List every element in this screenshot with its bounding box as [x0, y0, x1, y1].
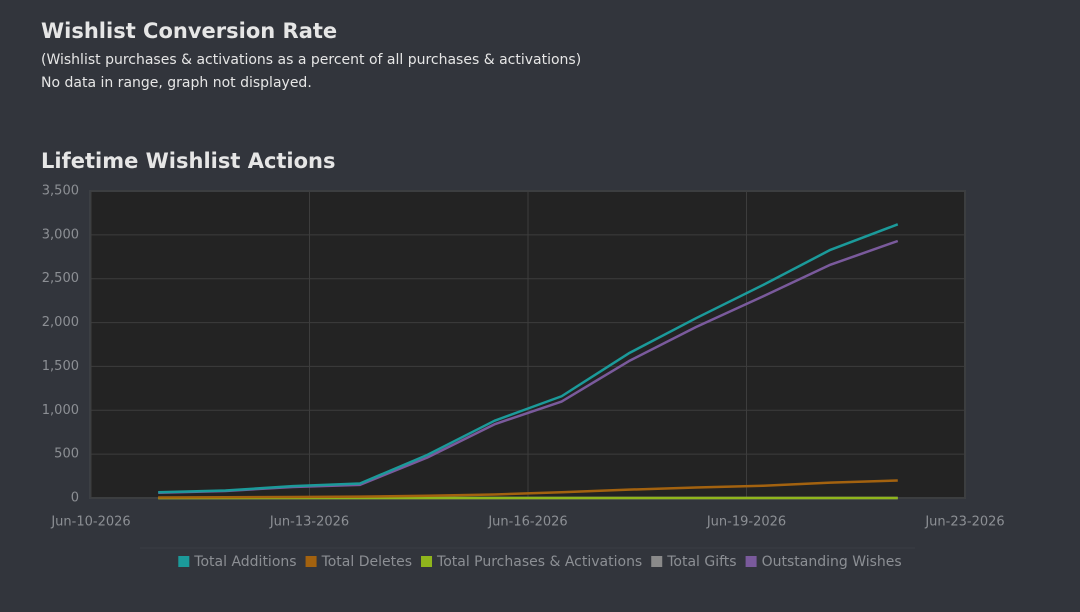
y-tick-label: 3,000	[42, 227, 79, 242]
y-tick-label: 2,000	[42, 315, 79, 330]
section-note: No data in range, graph not displayed.	[41, 75, 312, 91]
legend-swatch	[421, 556, 433, 567]
section-subtitle: (Wishlist purchases & activations as a p…	[41, 52, 581, 68]
series-line	[158, 479, 898, 499]
legend-swatch	[745, 556, 757, 567]
series-line	[158, 223, 899, 494]
x-tick-label: Jun-16-2026	[487, 515, 567, 530]
y-tick-label: 0	[71, 491, 79, 506]
legend-swatch	[178, 556, 190, 567]
section-title: Wishlist Conversion Rate	[41, 19, 337, 43]
x-tick-label: Jun-13-2026	[269, 515, 349, 530]
y-tick-label: 500	[54, 447, 79, 462]
x-tick-label: Jun-23-2026	[924, 515, 1004, 530]
y-tick-label: 1,000	[42, 403, 79, 418]
legend: Total Additions Total Deletes Total Purcha…	[178, 554, 902, 570]
y-tick-label: 2,500	[42, 271, 79, 286]
legend-label: Total Gifts	[666, 554, 736, 570]
legend-label: Total Deletes	[321, 554, 412, 570]
y-tick-label: 1,500	[42, 359, 79, 374]
legend-label: Total Additions	[193, 554, 296, 570]
y-tick-label: 3,500	[42, 184, 79, 199]
x-tick-label: Jun-10-2026	[50, 515, 130, 530]
legend-label: Total Purchases & Activations	[436, 554, 642, 570]
chart-title: Lifetime Wishlist Actions	[41, 149, 336, 173]
legend-swatch	[305, 556, 317, 567]
legend-label: Outstanding Wishes	[762, 554, 902, 570]
x-tick-label: Jun-19-2026	[706, 515, 786, 530]
legend-swatch	[651, 556, 663, 567]
